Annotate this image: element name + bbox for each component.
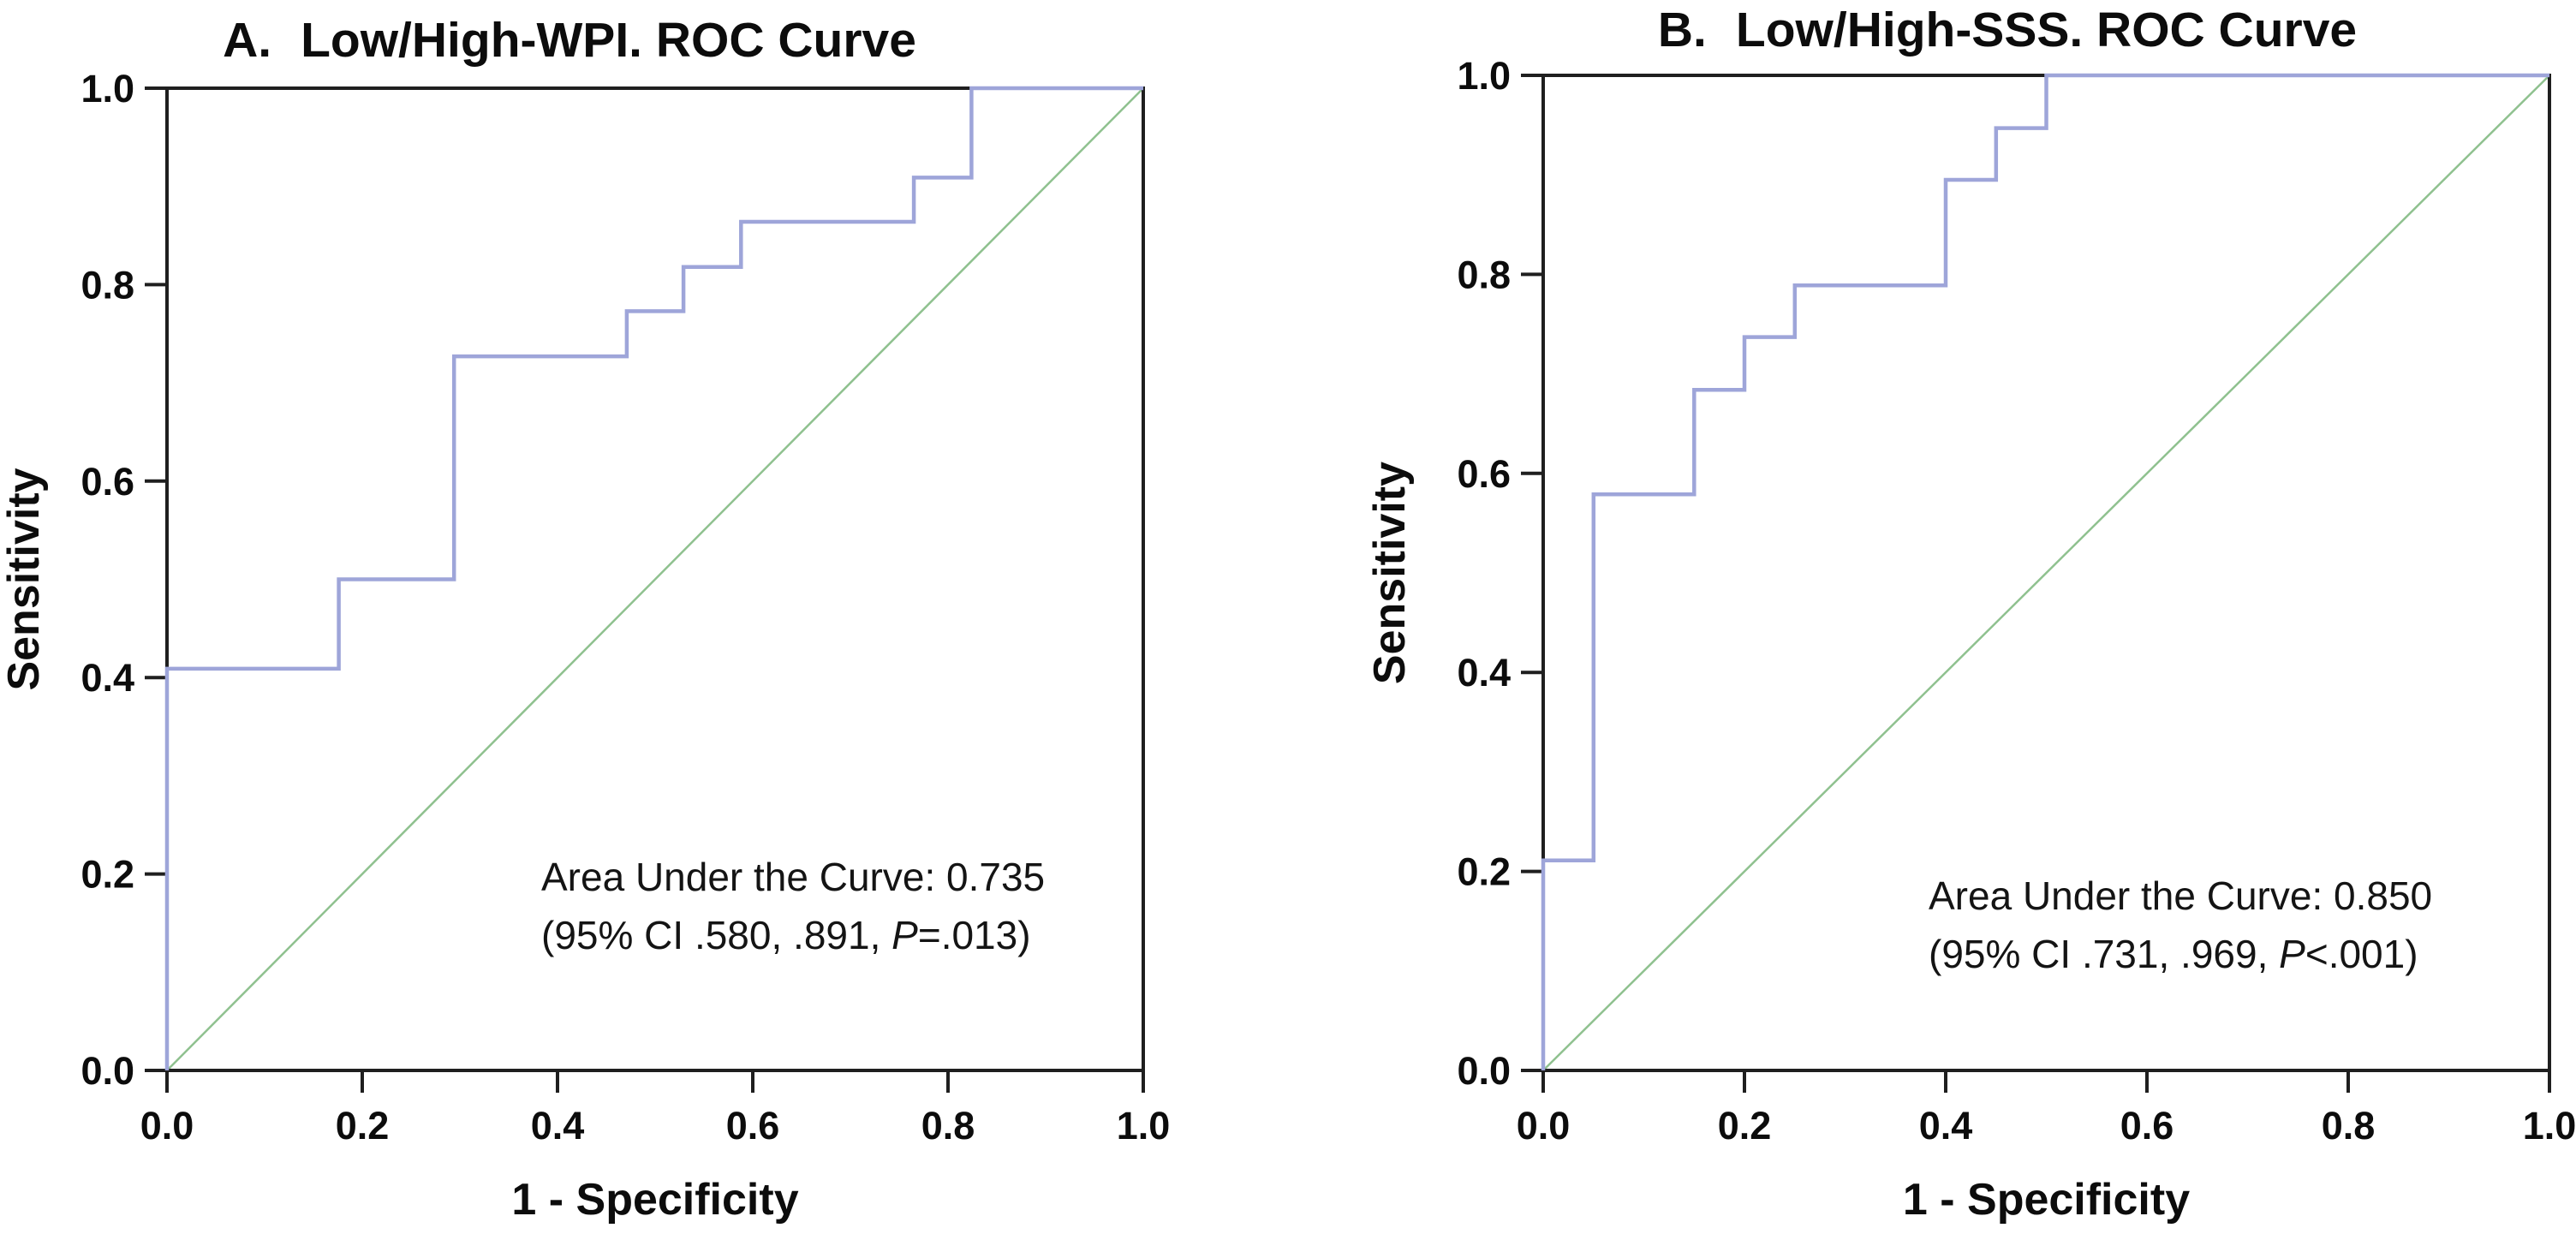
y-tick-label: 0.8: [1457, 253, 1511, 296]
ci-line-post: <.001): [2305, 932, 2418, 976]
auc-line: Area Under the Curve: 0.850: [1929, 873, 2433, 918]
x-tick-label: 0.0: [140, 1104, 194, 1148]
y-tick-label: 0.0: [80, 1049, 134, 1093]
x-tick-label: 1.0: [1117, 1104, 1171, 1148]
y-tick-label: 0.8: [80, 263, 134, 307]
p-symbol: P: [891, 913, 918, 957]
y-tick-label: 0.2: [80, 853, 134, 897]
ci-line-pre: (95% CI .731, .969,: [1929, 932, 2280, 976]
panel-b-plot: 0.0 0.2 0.4 0.6 0.8 1.0 0.0 0.2 0.4 0.6 0.8 1.0 1 - …: [1365, 54, 2576, 1225]
plot-frame: [165, 86, 1145, 1072]
y-tick-label: 0.6: [1457, 452, 1511, 496]
roc-panel-a: 0.0 0.2 0.4 0.6 0.8 1.0 0.0 0.2 0.4 0.6 0.8 1.0 1 - …: [0, 12, 1171, 1225]
reference-diagonal-line: [1542, 75, 2550, 1071]
x-tick-label: 0.2: [1718, 1104, 1772, 1148]
ci-line: (95% CI .580, .891, P=.013): [541, 906, 1045, 964]
y-tick-label: 0.6: [80, 460, 134, 504]
x-axis-label: 1 - Specificity: [511, 1175, 798, 1225]
panel-b-annotation: Area Under the Curve: 0.850 (95% CI .731…: [1929, 867, 2432, 983]
ci-line-post: =.013): [917, 913, 1031, 957]
panel-a-title: A. Low/High-WPI. ROC Curve: [223, 12, 916, 69]
auc-line: Area Under the Curve: 0.735: [541, 855, 1046, 899]
panel-letter: B.: [1657, 3, 1707, 57]
panel-a-plot: 0.0 0.2 0.4 0.6 0.8 1.0 0.0 0.2 0.4 0.6 0.8 1.0 1 - …: [0, 67, 1171, 1225]
y-tick-label: 0.4: [1457, 651, 1511, 694]
p-symbol: P: [2279, 932, 2305, 976]
y-tick-label: 0.4: [80, 656, 134, 700]
x-tick-label: 0.8: [921, 1104, 975, 1148]
y-tick-label: 1.0: [1457, 54, 1511, 98]
y-tick-label: 0.0: [1457, 1049, 1511, 1093]
y-axis-label: Sensitivity: [0, 468, 49, 690]
ci-line: (95% CI .731, .969, P<.001): [1929, 925, 2432, 983]
panel-title-text: Low/High-SSS. ROC Curve: [1735, 3, 2358, 57]
x-axis-label: 1 - Specificity: [1903, 1175, 2190, 1225]
y-axis-label: Sensitivity: [1365, 462, 1415, 684]
panel-title-text: Low/High-WPI. ROC Curve: [301, 13, 916, 68]
ci-line-pre: (95% CI .580, .891,: [541, 913, 892, 957]
x-tick-label: 1.0: [2523, 1104, 2576, 1148]
y-tick-label: 0.2: [1457, 850, 1511, 894]
panel-a-annotation: Area Under the Curve: 0.735 (95% CI .580…: [541, 848, 1045, 964]
y-tick-label: 1.0: [80, 67, 134, 110]
x-tick-label: 0.8: [2322, 1104, 2376, 1148]
x-tick-label: 0.4: [1919, 1104, 1973, 1148]
roc-panel-b: 0.0 0.2 0.4 0.6 0.8 1.0 0.0 0.2 0.4 0.6 0.8 1.0 1 - …: [1288, 0, 2576, 1234]
x-tick-label: 0.0: [1517, 1104, 1571, 1148]
x-tick-label: 0.6: [2120, 1104, 2174, 1148]
reference-diagonal-line: [166, 87, 1144, 1071]
roc-curve: [164, 86, 1143, 1070]
x-tick-label: 0.6: [726, 1104, 780, 1148]
roc-curve: [1541, 73, 2549, 1070]
panel-b-title: B. Low/High-SSS. ROC Curve: [1658, 2, 2357, 58]
panel-letter: A.: [223, 13, 272, 68]
x-tick-label: 0.2: [336, 1104, 390, 1148]
x-tick-label: 0.4: [531, 1104, 585, 1148]
